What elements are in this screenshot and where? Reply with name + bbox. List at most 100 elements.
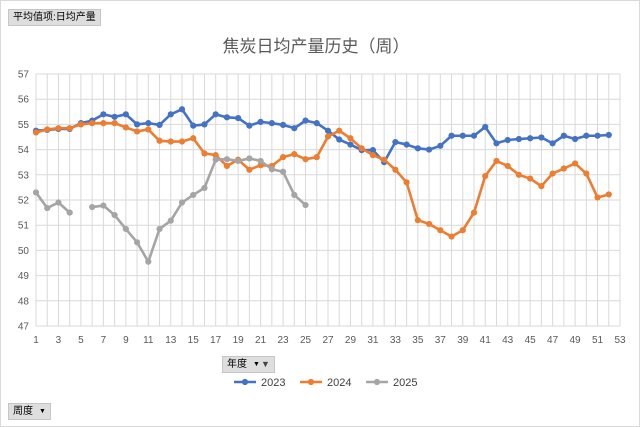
- y-tick-label: 54: [18, 145, 30, 156]
- x-axis: 1 3 5 7 9 11 13 15 17 19 21 23 25 27 29 31 33 35 37 39 41 43 4…: [33, 335, 626, 346]
- data-point: [470, 132, 478, 139]
- data-point: [324, 133, 332, 140]
- data-point: [246, 155, 253, 162]
- data-point: [336, 136, 343, 143]
- data-point: [403, 179, 410, 186]
- series-2023: [32, 106, 612, 166]
- data-point: [437, 142, 444, 149]
- data-point: [122, 225, 129, 233]
- data-point: [302, 117, 309, 124]
- value-field-button[interactable]: 平均值项:日均产量: [8, 9, 101, 26]
- data-point: [392, 166, 399, 173]
- legend-item-2025[interactable]: 2025: [366, 377, 417, 389]
- data-point: [493, 140, 500, 147]
- series-line: [34, 107, 611, 164]
- data-point: [538, 134, 545, 141]
- data-point: [571, 160, 579, 167]
- data-point: [156, 121, 163, 129]
- data-point: [212, 111, 219, 118]
- series-field-label: 年度: [227, 359, 247, 370]
- x-tick-label: 37: [435, 335, 447, 346]
- data-point: [549, 140, 556, 147]
- data-point: [369, 147, 377, 154]
- data-point: [77, 121, 85, 128]
- data-point: [459, 132, 466, 139]
- data-point: [560, 132, 567, 139]
- legend-item-2024[interactable]: 2024: [300, 377, 351, 389]
- data-point: [515, 135, 523, 143]
- data-point: [257, 118, 264, 125]
- data-point: [89, 203, 96, 211]
- series-field-button[interactable]: 年度 ▼▼: [222, 356, 275, 373]
- data-point: [448, 132, 455, 139]
- data-point: [605, 131, 612, 139]
- x-tick-label: 25: [300, 335, 312, 346]
- y-tick-label: 55: [18, 120, 30, 131]
- data-point: [549, 170, 556, 177]
- data-point: [515, 171, 523, 178]
- data-point: [594, 132, 601, 139]
- data-point: [212, 152, 219, 159]
- data-point: [111, 212, 118, 219]
- data-point: [583, 132, 590, 139]
- value-field-label: 平均值项:日均产量: [13, 12, 96, 23]
- data-point: [167, 217, 174, 224]
- data-point: [437, 227, 444, 234]
- x-tick-label: 21: [255, 335, 267, 346]
- data-point: [223, 156, 231, 163]
- y-tick-label: 53: [18, 170, 30, 181]
- data-point: [122, 124, 129, 131]
- dropdown-arrow-icon[interactable]: ▼: [39, 408, 46, 415]
- y-tick-label: 48: [18, 296, 30, 307]
- chart-legend[interactable]: 2023 2024 2025: [234, 377, 417, 389]
- x-tick-label: 45: [525, 335, 537, 346]
- data-point: [122, 111, 129, 118]
- data-point: [55, 125, 62, 132]
- data-point: [167, 138, 174, 145]
- legend-label: 2023: [261, 377, 285, 389]
- data-point: [459, 227, 466, 234]
- data-point: [235, 157, 242, 165]
- data-point: [448, 233, 455, 240]
- data-point: [538, 183, 545, 190]
- data-point: [381, 156, 388, 163]
- x-tick-label: 1: [33, 335, 39, 346]
- x-tick-label: 33: [390, 335, 402, 346]
- data-point: [291, 151, 298, 158]
- axis-field-button[interactable]: 周度 ▼: [8, 403, 51, 420]
- data-point: [403, 141, 410, 148]
- data-point: [156, 225, 163, 233]
- data-point: [235, 115, 242, 122]
- data-point: [482, 123, 489, 131]
- data-point: [190, 135, 197, 142]
- data-point: [100, 202, 107, 209]
- data-point: [425, 146, 433, 153]
- data-point: [583, 170, 590, 177]
- legend-item-2023[interactable]: 2023: [234, 377, 285, 389]
- data-point: [324, 127, 332, 134]
- chart-series: [32, 106, 612, 265]
- data-point: [201, 150, 208, 157]
- data-point: [145, 126, 152, 133]
- x-tick-label: 5: [78, 335, 84, 346]
- filter-funnel-icon[interactable]: ▼: [260, 359, 270, 369]
- data-point: [89, 120, 96, 127]
- data-point: [291, 125, 298, 132]
- data-point: [347, 141, 354, 148]
- dropdown-arrow-icon[interactable]: ▼: [253, 361, 260, 368]
- data-point: [145, 258, 152, 265]
- data-point: [504, 136, 511, 144]
- x-tick-label: 29: [345, 335, 357, 346]
- data-point: [268, 166, 275, 173]
- data-point: [504, 162, 511, 170]
- series-line: [90, 157, 307, 264]
- x-tick-label: 13: [165, 335, 177, 346]
- data-point: [358, 145, 365, 152]
- data-point: [55, 199, 62, 206]
- x-tick-label: 31: [367, 335, 379, 346]
- data-point: [66, 125, 73, 132]
- data-point: [190, 122, 197, 129]
- data-point: [178, 106, 186, 113]
- legend-marker: [241, 378, 249, 386]
- data-point: [100, 111, 107, 118]
